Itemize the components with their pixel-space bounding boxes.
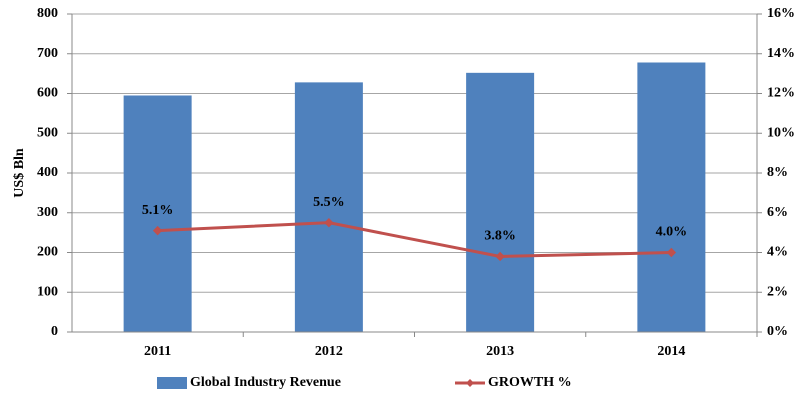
bar [637, 62, 706, 333]
data-label: 5.1% [142, 203, 174, 218]
y-tick-label: 500 [37, 125, 58, 140]
point-marker [666, 247, 677, 258]
y2-tick-label: 16% [767, 6, 795, 21]
bar [123, 95, 192, 332]
bar [466, 72, 535, 332]
y-tick-label: 200 [37, 245, 58, 260]
y2-tick-label: 4% [767, 245, 788, 260]
y2-tick-label: 12% [767, 86, 795, 101]
data-label: 3.8% [484, 229, 516, 244]
point-marker [152, 225, 163, 236]
y-tick-label: 100 [37, 284, 58, 299]
y2-tick-label: 6% [767, 205, 788, 220]
x-tick-label: 2013 [486, 344, 514, 359]
x-tick-label: 2014 [657, 344, 685, 359]
y-axis-label: US$ Bln [12, 148, 27, 198]
legend-swatch [157, 377, 187, 389]
y-tick-label: 300 [37, 205, 58, 220]
bar [294, 82, 363, 333]
y2-tick-label: 2% [767, 284, 788, 299]
line [157, 221, 672, 258]
point-marker [495, 251, 505, 262]
y-tick-label: 700 [37, 46, 58, 61]
y2-tick-label: 10% [767, 125, 795, 140]
x-tick-label: 2011 [144, 344, 171, 359]
y2-tick-label: 8% [767, 165, 788, 180]
data-label: 5.5% [313, 195, 345, 210]
x-tick-label: 2012 [315, 344, 343, 359]
legend-label: Global Industry Revenue [190, 375, 341, 390]
data-label: 4.0% [656, 225, 688, 240]
point-marker [324, 217, 334, 228]
y-tick-label: 400 [37, 165, 58, 180]
y-tick-label: 0 [51, 324, 58, 339]
y2-tick-label: 0% [767, 324, 788, 339]
legend-label: GROWTH % [488, 375, 572, 390]
y-tick-label: 800 [37, 6, 58, 21]
y-tick-label: 600 [37, 86, 58, 101]
y2-tick-label: 14% [767, 46, 795, 61]
legend-marker [466, 379, 474, 387]
